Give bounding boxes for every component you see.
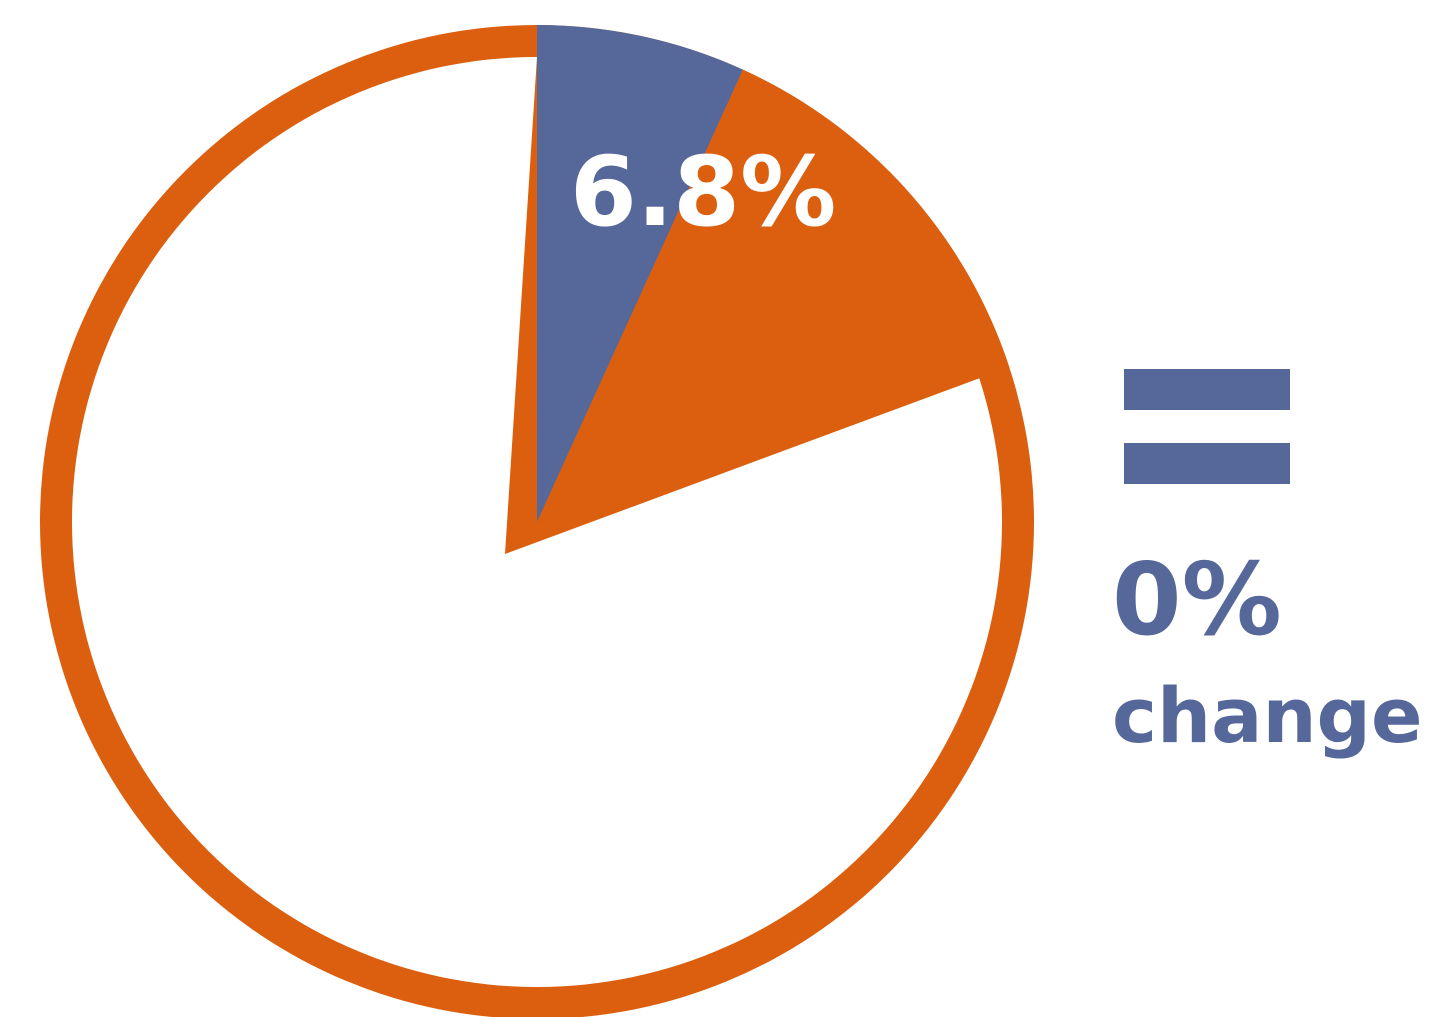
pie-slice-2 — [537, 69, 1010, 522]
pie-slice-remainder — [72, 57, 1003, 987]
equals-icon-bottom-bar — [1124, 443, 1290, 484]
change-value: 0% — [1112, 541, 1282, 658]
pie-group: 6.8% — [40, 25, 1034, 1017]
equals-icon-top-bar — [1124, 369, 1290, 410]
pie-slice-label: 6.8% — [570, 136, 836, 248]
change-label: change — [1112, 671, 1423, 760]
pie-slice-1 — [537, 25, 743, 522]
